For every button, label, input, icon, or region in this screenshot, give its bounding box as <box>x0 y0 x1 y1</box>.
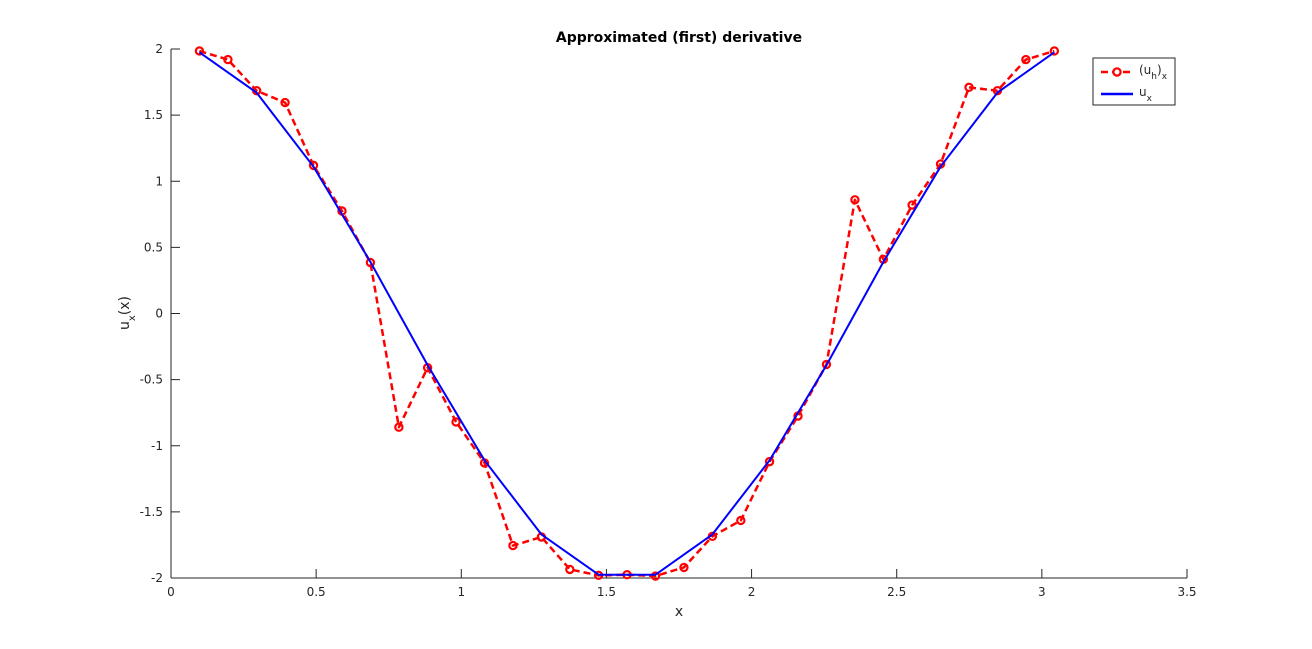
x-tick-label: 1.5 <box>597 585 616 599</box>
data-point <box>764 456 775 467</box>
y-tick-label: 0 <box>155 307 163 321</box>
data-point <box>736 515 746 526</box>
legend-label: (uh)x <box>1139 63 1168 82</box>
plot-series <box>194 46 1060 581</box>
data-point <box>964 82 974 93</box>
data-point <box>223 54 233 65</box>
y-tick-label: -1 <box>151 439 163 453</box>
y-axis-label: ux(x) <box>117 296 138 330</box>
data-point <box>451 417 461 427</box>
chart-title: Approximated (first) derivative <box>556 30 802 46</box>
x-tick-label: 3.5 <box>1177 585 1196 599</box>
data-point <box>907 200 917 210</box>
y-tick-label: -0.5 <box>140 373 163 387</box>
data-point <box>394 422 404 432</box>
x-tick-label: 2 <box>748 585 756 599</box>
x-tick-label: 0.5 <box>307 585 326 599</box>
data-point <box>565 564 575 575</box>
data-point <box>508 540 518 551</box>
legend-label: ux <box>1139 85 1153 104</box>
chart-text: Approximated (first) derivative x ux(x) <box>117 30 802 620</box>
axes: 0 0.5 1 1.5 2 2.5 3 3.5 -2 -1.5 -1 -0.5 0 0.5 1 1.5 2 <box>140 42 1197 599</box>
y-tick-label: 1 <box>155 174 163 188</box>
data-point <box>679 562 689 573</box>
series-line-exact <box>198 51 1055 576</box>
data-point <box>821 359 832 370</box>
x-tick-label: 2.5 <box>887 585 906 599</box>
y-tick-label: 0.5 <box>144 240 163 254</box>
y-tick-label: -1.5 <box>140 505 163 519</box>
data-point <box>850 195 860 205</box>
data-point <box>650 571 661 581</box>
data-point <box>365 257 376 268</box>
x-tick-label: 1 <box>457 585 465 599</box>
legend-marker <box>1112 67 1122 77</box>
plot-area <box>171 49 1187 578</box>
legend-box <box>1092 57 1176 106</box>
y-tick-label: -2 <box>151 571 163 585</box>
data-point <box>194 46 205 56</box>
x-tick-label: 0 <box>167 585 175 599</box>
data-point <box>1021 54 1031 65</box>
legend: (uh)x ux <box>1092 57 1176 106</box>
y-tick-label: 1.5 <box>144 108 163 122</box>
x-axis-label: x <box>675 604 683 620</box>
data-point <box>1049 46 1060 56</box>
y-tick-label: 2 <box>155 42 163 56</box>
data-point <box>308 160 319 171</box>
x-tick-label: 3 <box>1038 585 1046 599</box>
series-line-approx <box>199 49 1055 578</box>
data-point <box>280 97 290 108</box>
